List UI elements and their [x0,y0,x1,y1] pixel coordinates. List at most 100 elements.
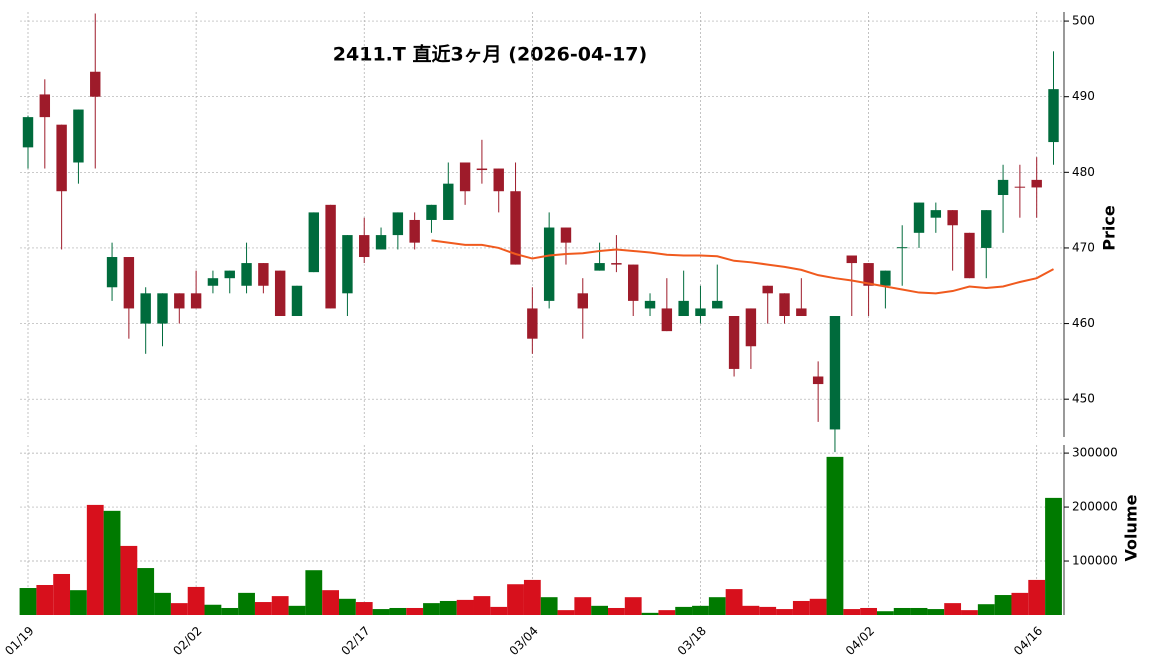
candle-body [157,293,168,324]
volume-bar [675,606,693,615]
y-tick-label: 450 [1072,392,1095,406]
volume-bar [961,610,978,615]
candle-body [745,308,757,347]
y2-axis-label: Volume [1122,494,1141,561]
volume-bar [591,605,608,615]
candle-body [325,204,336,309]
volume-bar [910,607,928,615]
x-tick-label: 02/17 [338,624,372,658]
candle-body [997,179,1009,196]
candle-body [140,293,151,324]
candle-body [964,232,975,279]
moving-average-line [431,239,1054,295]
candle-body [190,293,202,309]
volume-bar [540,597,558,615]
candle-body [527,308,538,339]
candle-body [728,316,740,369]
volume-bar [776,609,793,615]
volume-bar [708,597,726,615]
volume-bar [204,604,222,615]
volume-bar [187,586,205,615]
candle-body [1031,179,1042,188]
volume-bar [456,599,474,615]
candle-body [459,162,471,192]
chart-title: 2411.T 直近3ヶ月 (2026-04-17) [333,43,647,66]
candle-body [375,235,387,250]
volume-bar [389,607,407,615]
volume-bar [860,607,877,615]
y-tick-label: 490 [1072,89,1095,103]
volume-bar [809,598,827,615]
volume-bar [53,573,71,615]
y-tick-label: 500 [1072,14,1095,28]
volume-bar [994,595,1012,615]
x-tick-label: 04/02 [843,624,877,658]
candle-body [846,255,857,264]
candle-body [661,308,673,332]
candle-body [443,183,454,220]
candle-body [106,257,118,288]
candle-body [880,270,891,286]
candle-body [930,210,942,218]
volume-bar [1028,579,1046,615]
candle-body [258,263,269,286]
candle-body [913,202,925,233]
x-tick-label: 03/18 [675,624,709,658]
volume-bar [238,592,255,615]
candle-body [896,247,908,249]
volume-bar [355,602,373,615]
candle-body [392,212,404,236]
volume-bar [658,610,676,615]
x-tick-label: 04/16 [1011,624,1045,658]
volume-bar [288,605,306,615]
volume-bar [1045,497,1062,615]
volume-bar [70,590,87,615]
volume-bar [322,590,340,615]
volume-bar [826,456,844,615]
volume-bar [490,606,508,615]
candle-body [1048,89,1059,143]
x-tick-label: 03/04 [507,624,541,658]
y-tick-label: 470 [1072,240,1095,254]
candle-body [678,300,689,317]
candle-body [359,235,370,258]
volume-bar [406,607,424,615]
candle-body [863,263,874,286]
candle-body [762,285,773,294]
volume-bar [170,603,188,615]
volume-bar [523,579,541,615]
candle-body [342,235,353,294]
candle-body [594,263,605,271]
volume-bar [927,609,945,615]
candle-body [22,117,34,148]
candle-body [644,300,656,309]
candle-body [207,278,219,286]
candle-body [812,376,824,385]
volume-bar [876,611,894,615]
x-tick-label: 02/02 [170,624,204,658]
candle-body [543,227,555,301]
candle-body [611,263,622,265]
candle-body [73,109,84,163]
candle-body [123,257,135,309]
y-tick-label: 480 [1072,165,1095,179]
y2-tick-label: 200000 [1072,500,1118,514]
volume-bar [792,600,810,615]
candle-body [224,270,235,279]
volume-bar [36,584,54,615]
volume-bar [221,607,239,615]
candle-body [577,293,588,309]
volume-bar [86,504,104,615]
volume-bar [154,592,171,615]
volume-bar [759,606,777,615]
candle-body [426,204,437,220]
volume-bar [557,610,575,615]
volume-bar [439,600,457,615]
volume-bar [944,603,962,615]
y-tick-label: 460 [1072,316,1095,330]
candle-body [695,308,706,317]
volume-bar [19,588,37,615]
candle-body [241,263,252,286]
candle-body [779,293,790,317]
